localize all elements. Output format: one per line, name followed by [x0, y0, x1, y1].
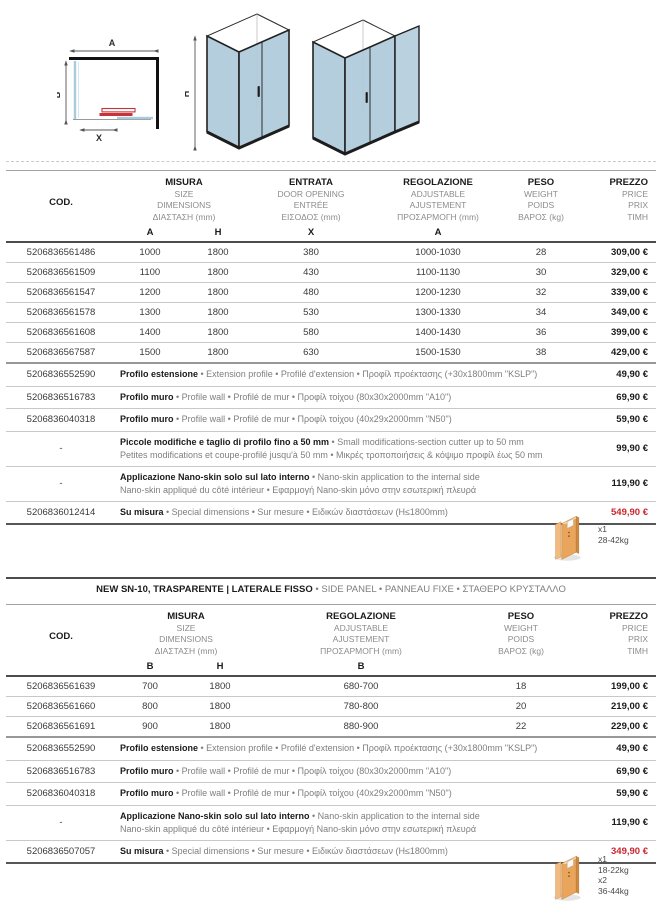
col-header-cod: COD.: [49, 197, 73, 208]
sub-col-adj: B: [256, 657, 466, 677]
glass-side-panel-left: [312, 40, 346, 156]
table-row: 5206836552590 Profilo estensione • Exten…: [6, 737, 656, 761]
price-table-main: COD. MISURA SIZE DIMENSIONS ΔΙΑΣΤΑΣΗ (mm…: [6, 170, 656, 525]
col-header-adjustable: REGOLAZIONE ADJUSTABLE AJUSTEMENT ΠΡΟΣΑΡ…: [320, 611, 402, 656]
sub-col-x: X: [252, 223, 370, 243]
table-row: - Piccole modifiche e taglio di profilo …: [6, 431, 656, 467]
table-row: 5206836561691 900 1800 880-900 22 229,00 €: [6, 716, 656, 738]
plan-label-b: B: [57, 91, 62, 98]
glass-side-panel: [206, 34, 240, 150]
right-wall: [156, 57, 159, 129]
plan-label-a: A: [109, 38, 116, 48]
table-row: 5206836516783 Profilo muro • Profile wal…: [6, 760, 656, 783]
price-table-side-panel: COD. MISURA SIZE DIMENSIONS ΔΙΑΣΤΑΣΗ (mm…: [6, 604, 656, 864]
col-header-door-opening: ENTRATA DOOR OPENING ENTRÉE ΕΙΣΟΔΟΣ (mm): [277, 177, 345, 222]
table-row: 5206836507057 Su misura • Special dimens…: [6, 840, 656, 864]
sub-col-b: B: [116, 657, 184, 677]
dashed-divider: [6, 161, 656, 162]
table-row: 5206836040318 Profilo muro • Profile wal…: [6, 782, 656, 806]
col-header-cod: COD.: [49, 631, 73, 642]
table-row: 5206836516783 Profilo muro • Profile wal…: [6, 386, 656, 409]
base-frame: [312, 120, 420, 156]
table-row: - Applicazione Nano-skin solo sul lato i…: [6, 466, 656, 502]
section-divider: [6, 577, 656, 579]
iso-view-three-sided-enclosure: [311, 19, 420, 156]
sliding-door-panel: [99, 113, 133, 116]
package-caption: x1 18-22kg x2 36-44kg: [598, 854, 629, 896]
technical-drawings: A B X H: [0, 0, 662, 160]
door-handle: [365, 92, 368, 103]
top-wall: [69, 57, 159, 60]
package-info-main: x1 28-42kg: [552, 510, 629, 564]
package-info-side-panel: x1 18-22kg x2 36-44kg: [552, 850, 629, 904]
section-title: NEW SN-10, TRASPARENTE | LATERALE FISSO …: [96, 584, 566, 595]
base-frame: [206, 124, 290, 150]
col-header-size: MISURA SIZE DIMENSIONS ΔΙΑΣΤΑΣΗ (mm): [154, 611, 218, 656]
table-row: 5206836561608 1400 1800 580 1400-1430 36 399,0…: [6, 322, 656, 343]
col-header-adjustable: REGOLAZIONE ADJUSTABLE AJUSTEMENT ΠΡΟΣΑΡ…: [397, 177, 479, 222]
door-handle: [257, 86, 260, 97]
iso-label-h: H: [185, 91, 191, 98]
plan-label-x: X: [96, 133, 102, 143]
col-header-price: PREZZO PRICE PRIX ΤΙΜΗ: [609, 611, 648, 656]
sub-col-h: H: [184, 657, 256, 677]
table-row: - Applicazione Nano-skin solo sul lato i…: [6, 805, 656, 841]
col-header-size: MISURA SIZE DIMENSIONS ΔΙΑΣΤΑΣΗ (mm): [152, 177, 216, 222]
table-row: 5206836040318 Profilo muro • Profile wal…: [6, 408, 656, 432]
table-row: 5206836567587 1500 1800 630 1500-1530 38 429,0…: [6, 342, 656, 364]
sub-col-a: A: [116, 223, 184, 243]
table-row: 5206836561547 1200 1800 480 1200-1230 32 339,0…: [6, 282, 656, 303]
sub-col-adj: A: [370, 223, 506, 243]
table-row: 5206836561578 1300 1800 530 1300-1330 34 349,0…: [6, 302, 656, 323]
table-row: 5206836012414 Su misura • Special dimens…: [6, 501, 656, 525]
sub-header-row: B H B: [6, 657, 656, 677]
fixed-glass-bottom: [117, 116, 153, 120]
package-caption: x1 28-42kg: [598, 524, 629, 545]
iso-view-door-enclosure: H: [185, 13, 291, 151]
glass-return-panel: [394, 24, 420, 134]
sub-col-h: H: [184, 223, 252, 243]
col-header-price: PREZZO PRICE PRIX ΤΙΜΗ: [609, 177, 648, 222]
table-row: 5206836561486 1000 1800 380 1000-1030 28 309,0…: [6, 242, 656, 263]
plan-view-diagram: A B X: [57, 38, 159, 143]
package-icon: [553, 855, 581, 901]
sliding-door-outline: [101, 107, 136, 113]
table-row: 5206836552590 Profilo estensione • Exten…: [6, 363, 656, 387]
col-header-weight: PESO WEIGHT POIDS ΒΑΡΟΣ (kg): [498, 611, 544, 656]
table-row: 5206836561509 1100 1800 430 1100-1130 30 329,0…: [6, 262, 656, 283]
col-header-weight: PESO WEIGHT POIDS ΒΑΡΟΣ (kg): [518, 177, 564, 222]
table-row: 5206836561639 700 1800 680-700 18 199,00 €: [6, 676, 656, 697]
table-row: 5206836561660 800 1800 780-800 20 219,00 €: [6, 696, 656, 717]
sub-header-row: A H X A: [6, 223, 656, 243]
package-icon: [553, 515, 581, 561]
